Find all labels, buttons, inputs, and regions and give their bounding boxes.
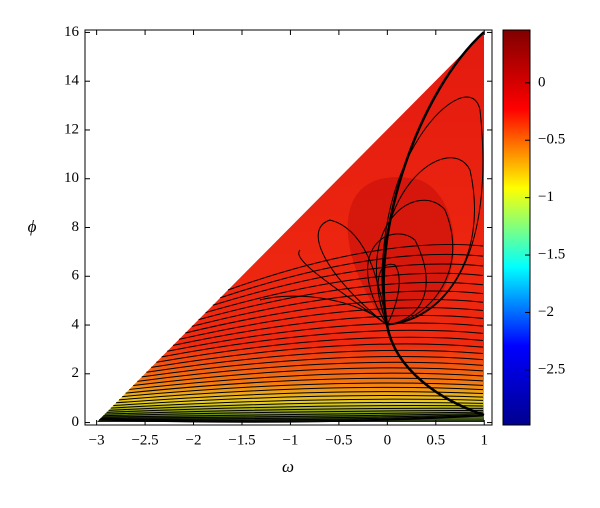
y-tick-label: 0: [72, 414, 80, 430]
contour-line: [99, 415, 484, 422]
contour-line: [100, 413, 484, 419]
contour-line: [141, 355, 484, 378]
contours: [98, 31, 485, 423]
colorbar-tick-label: −1: [538, 189, 554, 205]
contour-line: [98, 415, 484, 423]
y-tick-label: 16: [64, 24, 80, 40]
contour-line: [116, 391, 484, 404]
contour-line: [113, 395, 484, 407]
contour-line: [146, 349, 484, 373]
contour-line: [156, 336, 484, 363]
x-tick-label: −2.5: [131, 432, 158, 448]
contour-line: [110, 398, 484, 409]
x-tick-label: 0: [384, 432, 392, 448]
x-tick-label: −3: [89, 432, 105, 448]
colorbar-tick-label: −1.5: [538, 246, 565, 262]
y-axis-label: ϕ: [28, 217, 37, 236]
contour-line: [167, 322, 484, 352]
x-tick-label: −1: [282, 432, 298, 448]
x-tick-label: −1.5: [228, 432, 255, 448]
contour-line: [212, 263, 484, 306]
x-tick-label: −2: [186, 432, 202, 448]
y-tick-label: 12: [64, 121, 79, 137]
contour-line: [108, 402, 484, 411]
contour-line: [129, 372, 484, 390]
contour-line: [220, 253, 484, 299]
contour-line: [100, 414, 484, 420]
y-tick-label: 2: [72, 365, 80, 381]
inner-region: [347, 177, 455, 325]
colorbar-tick-label: −0.5: [538, 132, 565, 148]
y-tick-label: 6: [72, 268, 80, 284]
contour-line: [103, 409, 484, 417]
contour-line: [227, 243, 484, 291]
contour-line: [161, 329, 484, 358]
contour-line: [125, 377, 484, 394]
contour-line: [106, 405, 484, 413]
contour-line: [205, 272, 484, 314]
contour-line: [172, 314, 484, 346]
y-tick-label: 10: [64, 170, 79, 186]
x-tick-label: 1: [480, 432, 488, 448]
contour-line: [118, 386, 484, 401]
contour-line: [133, 367, 484, 386]
colorbar: [502, 29, 531, 426]
x-axis-label: ω: [282, 457, 294, 476]
x-tick-label: −0.5: [325, 432, 352, 448]
contour-line: [151, 343, 484, 368]
contour-line: [101, 411, 484, 418]
colorbar-tick-label: −2.5: [538, 361, 565, 377]
y-tick-label: 8: [72, 219, 80, 235]
y-tick-label: 4: [72, 316, 80, 332]
contour-line: [104, 407, 484, 415]
contour-line: [178, 307, 484, 340]
x-tick-label: 0.5: [426, 432, 445, 448]
y-tick-label: 14: [64, 73, 80, 89]
contour-line: [198, 281, 484, 321]
contour-line: [137, 361, 484, 382]
contour-line: [185, 298, 484, 334]
contour-line: [122, 382, 484, 398]
colorbar-tick-label: −2: [538, 304, 554, 320]
contour-line: [191, 290, 484, 327]
colorbar-tick-label: 0: [538, 74, 546, 90]
contour-line: [99, 414, 484, 421]
